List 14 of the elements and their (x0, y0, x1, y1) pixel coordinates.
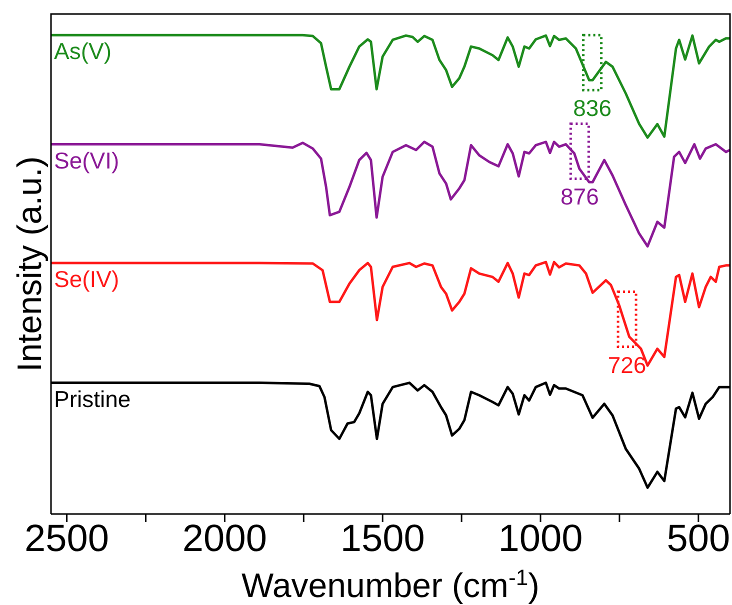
series-label: Pristine (54, 386, 131, 412)
series-label: As(V) (54, 38, 112, 64)
series-label: Se(IV) (54, 266, 120, 292)
x-tick-label: 2000 (182, 518, 267, 560)
annotation: 876 (560, 184, 599, 210)
y-axis-title: Intensity (a.u.) (11, 156, 49, 372)
x-tick-label: 1500 (340, 518, 425, 560)
annotation: 836 (573, 95, 612, 122)
x-tick-label: 1000 (498, 518, 583, 560)
x-tick-label: 2500 (24, 518, 110, 560)
series-label: Se(VI) (54, 147, 120, 174)
x-axis-title: Wavenumber (cm$^{-1}$) (241, 564, 540, 605)
x-tick-label: 500 (666, 518, 730, 560)
annotation: 726 (608, 352, 646, 378)
